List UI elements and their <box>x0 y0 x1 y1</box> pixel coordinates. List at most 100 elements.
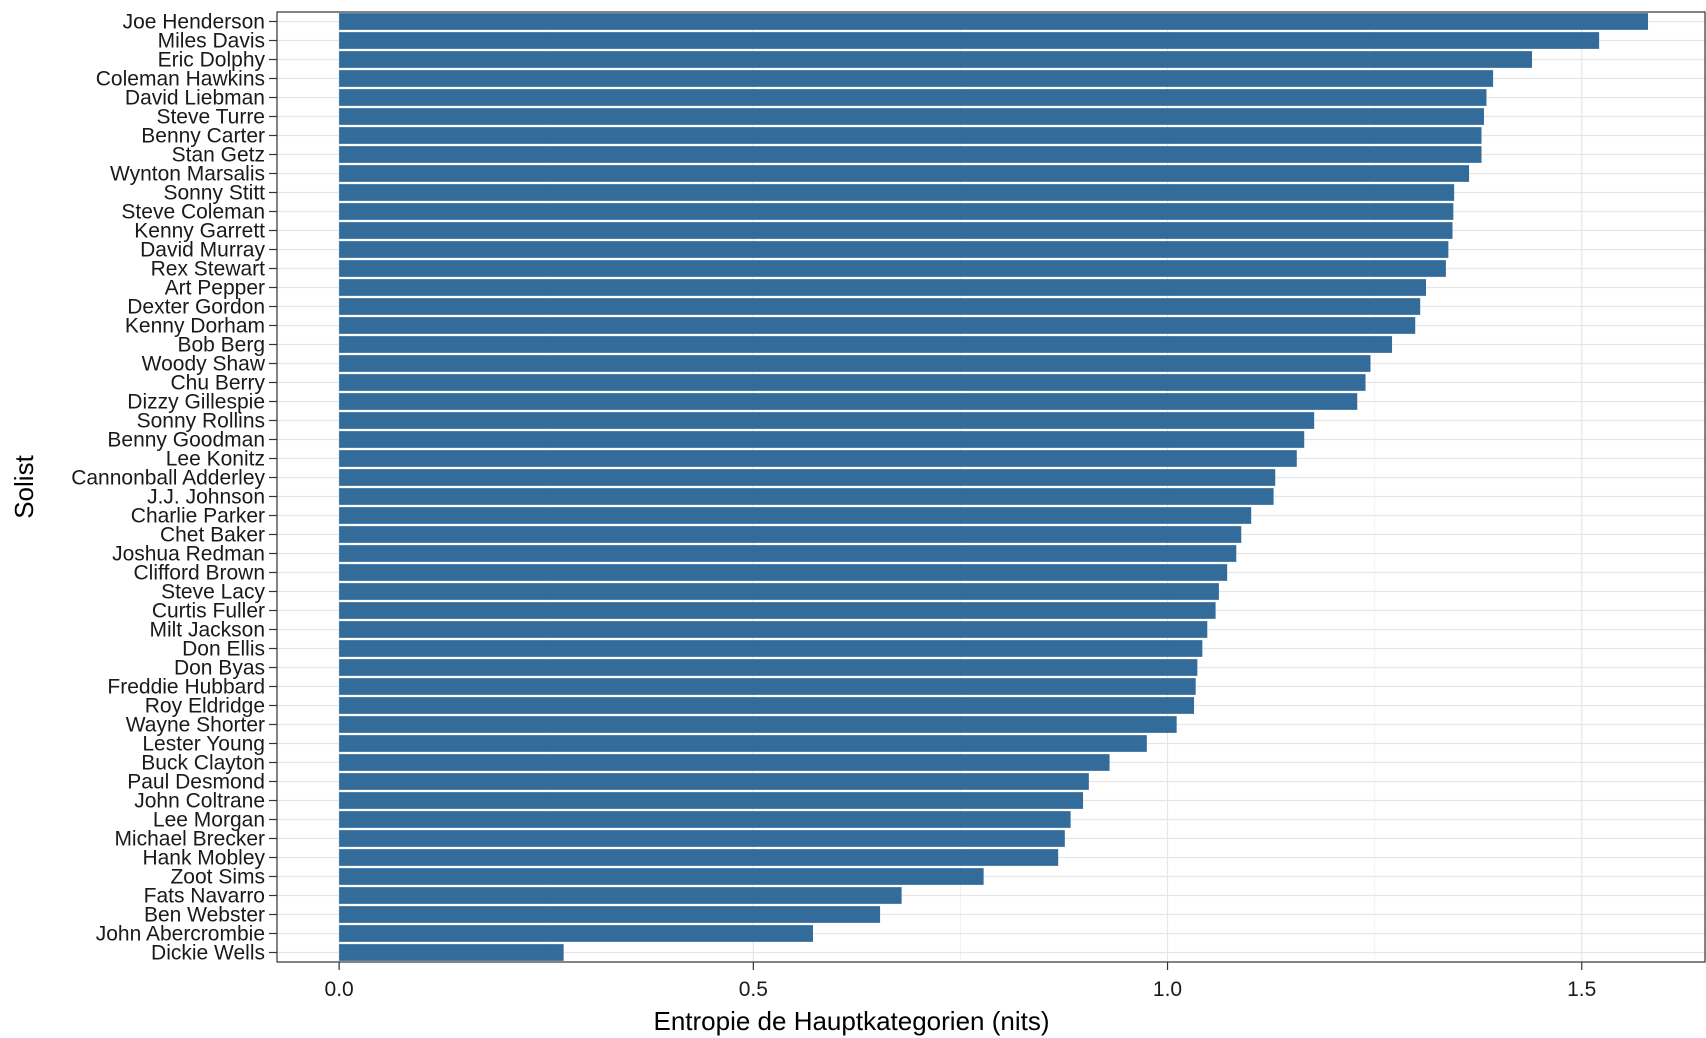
bar <box>339 51 1533 68</box>
bar <box>339 564 1228 581</box>
bar <box>339 222 1453 239</box>
y-tick-label: Steve Lacy <box>161 581 265 604</box>
x-axis-ticks: 0.0 0.5 1.0 1.5 <box>325 962 1596 1001</box>
y-tick-label: Chu Berry <box>170 372 265 395</box>
y-tick-label: Sonny Rollins <box>137 410 265 433</box>
y-tick-label: Dickie Wells <box>151 942 265 965</box>
y-tick-label: Stan Getz <box>172 144 265 167</box>
y-tick-label: Wynton Marsalis <box>110 163 265 186</box>
bar <box>339 431 1305 448</box>
y-tick-label: Art Pepper <box>165 277 265 300</box>
bar <box>339 184 1455 201</box>
y-tick-label: Ben Webster <box>144 904 265 927</box>
bar <box>339 355 1371 372</box>
y-tick-label: Benny Goodman <box>107 429 265 452</box>
bar <box>339 317 1416 334</box>
y-tick-label: Curtis Fuller <box>152 600 265 623</box>
y-tick-label: Kenny Garrett <box>134 220 265 243</box>
x-tick-label: 0.0 <box>325 978 354 1001</box>
y-tick-label: John Abercrombie <box>96 923 265 946</box>
bar <box>339 412 1315 429</box>
bar <box>339 507 1252 524</box>
bar <box>339 298 1421 315</box>
y-tick-label: Bob Berg <box>177 334 265 357</box>
y-tick-label: Don Byas <box>174 657 265 680</box>
bar <box>339 488 1274 505</box>
bar <box>339 849 1059 866</box>
y-tick-label: Eric Dolphy <box>158 49 266 72</box>
y-tick-label: David Murray <box>140 239 265 262</box>
y-tick-label: Don Ellis <box>182 638 265 661</box>
bar <box>339 526 1242 543</box>
bar <box>339 108 1484 125</box>
x-tick-label: 0.5 <box>739 978 768 1001</box>
y-tick-label: Rex Stewart <box>151 258 266 281</box>
bar <box>339 374 1366 391</box>
y-tick-label: Hank Mobley <box>142 847 265 870</box>
y-tick-label: Joe Henderson <box>123 11 265 34</box>
y-tick-label: Lee Morgan <box>153 809 265 832</box>
bar <box>339 241 1449 258</box>
bar <box>339 811 1071 828</box>
y-tick-label: Benny Carter <box>141 125 265 148</box>
bar <box>339 716 1177 733</box>
bar <box>339 260 1446 277</box>
y-tick-label: Paul Desmond <box>127 771 265 794</box>
bar <box>339 735 1147 752</box>
bar <box>339 127 1482 144</box>
y-tick-label: Woody Shaw <box>142 353 266 376</box>
bar <box>339 279 1426 296</box>
y-tick-label: Milt Jackson <box>149 619 265 642</box>
y-tick-label: Steve Coleman <box>121 201 265 224</box>
y-tick-label: Zoot Sims <box>170 866 265 889</box>
bar <box>339 70 1494 87</box>
y-tick-label: Fats Navarro <box>144 885 265 908</box>
bar <box>339 697 1195 714</box>
y-tick-label: Sonny Stitt <box>163 182 265 205</box>
y-tick-label: John Coltrane <box>134 790 265 813</box>
bar <box>339 659 1198 676</box>
bar <box>339 678 1196 695</box>
bar <box>339 165 1470 182</box>
bar <box>339 906 881 923</box>
y-tick-label: Miles Davis <box>158 30 265 53</box>
x-axis-title: Entropie de Hauptkategorien (nits) <box>653 1006 1049 1036</box>
y-tick-label: J.J. Johnson <box>147 486 265 509</box>
y-tick-label: Steve Turre <box>156 106 265 129</box>
y-tick-label: Cannonball Adderley <box>71 467 265 490</box>
bar <box>339 754 1110 771</box>
bar <box>339 583 1219 600</box>
y-tick-label: Roy Eldridge <box>145 695 265 718</box>
y-tick-label: Dizzy Gillespie <box>127 391 265 414</box>
bar <box>339 336 1393 353</box>
bar <box>339 602 1216 619</box>
bar <box>339 868 984 885</box>
y-tick-label: Buck Clayton <box>141 752 265 775</box>
y-tick-label: Coleman Hawkins <box>96 68 265 91</box>
bar <box>339 32 1600 49</box>
bar <box>339 887 902 904</box>
y-axis-title: Solist <box>9 454 39 518</box>
bar <box>339 944 564 961</box>
y-tick-label: Freddie Hubbard <box>107 676 265 699</box>
y-tick-label: David Liebman <box>125 87 265 110</box>
bar <box>339 773 1089 790</box>
y-tick-label: Michael Brecker <box>114 828 265 851</box>
y-tick-label: Lee Konitz <box>166 448 265 471</box>
bar <box>339 13 1649 30</box>
bar <box>339 925 813 942</box>
y-tick-label: Chet Baker <box>160 524 265 547</box>
y-tick-label: Kenny Dorham <box>125 315 265 338</box>
bar <box>339 792 1084 809</box>
bar <box>339 146 1482 163</box>
y-tick-label: Charlie Parker <box>131 505 265 528</box>
x-tick-label: 1.5 <box>1567 978 1596 1001</box>
y-tick-label: Joshua Redman <box>112 543 265 566</box>
bar <box>339 545 1237 562</box>
y-tick-label: Lester Young <box>142 733 265 756</box>
bar <box>339 830 1065 847</box>
bar <box>339 450 1297 467</box>
